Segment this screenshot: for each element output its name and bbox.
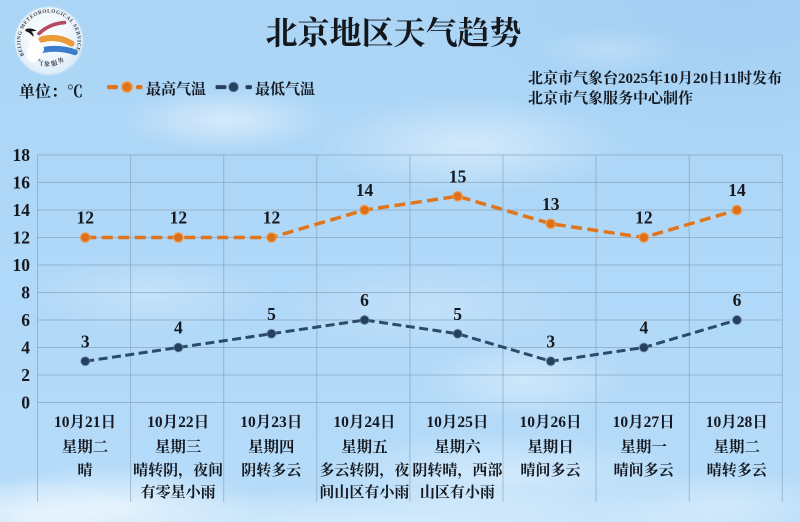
svg-text:0: 0	[21, 393, 30, 413]
svg-text:4: 4	[174, 318, 183, 338]
svg-text:5: 5	[267, 304, 276, 324]
svg-text:13: 13	[542, 194, 560, 214]
svg-text:14: 14	[356, 180, 374, 200]
svg-text:16: 16	[13, 173, 31, 193]
svg-text:12: 12	[77, 208, 95, 228]
svg-text:6: 6	[21, 310, 30, 330]
svg-text:8: 8	[21, 283, 30, 303]
svg-text:4: 4	[21, 338, 30, 358]
svg-text:12: 12	[263, 208, 281, 228]
svg-text:6: 6	[733, 290, 742, 310]
svg-text:5: 5	[453, 304, 462, 324]
svg-text:3: 3	[546, 331, 555, 351]
svg-text:18: 18	[13, 145, 31, 165]
svg-text:4: 4	[639, 318, 648, 338]
svg-text:14: 14	[728, 180, 746, 200]
svg-text:10: 10	[13, 255, 31, 275]
svg-text:12: 12	[170, 208, 188, 228]
svg-text:14: 14	[13, 200, 31, 220]
svg-text:12: 12	[13, 228, 31, 248]
svg-text:3: 3	[81, 331, 90, 351]
svg-text:6: 6	[360, 290, 369, 310]
svg-text:15: 15	[449, 166, 467, 186]
svg-text:12: 12	[635, 208, 653, 228]
svg-text:2: 2	[21, 365, 30, 385]
